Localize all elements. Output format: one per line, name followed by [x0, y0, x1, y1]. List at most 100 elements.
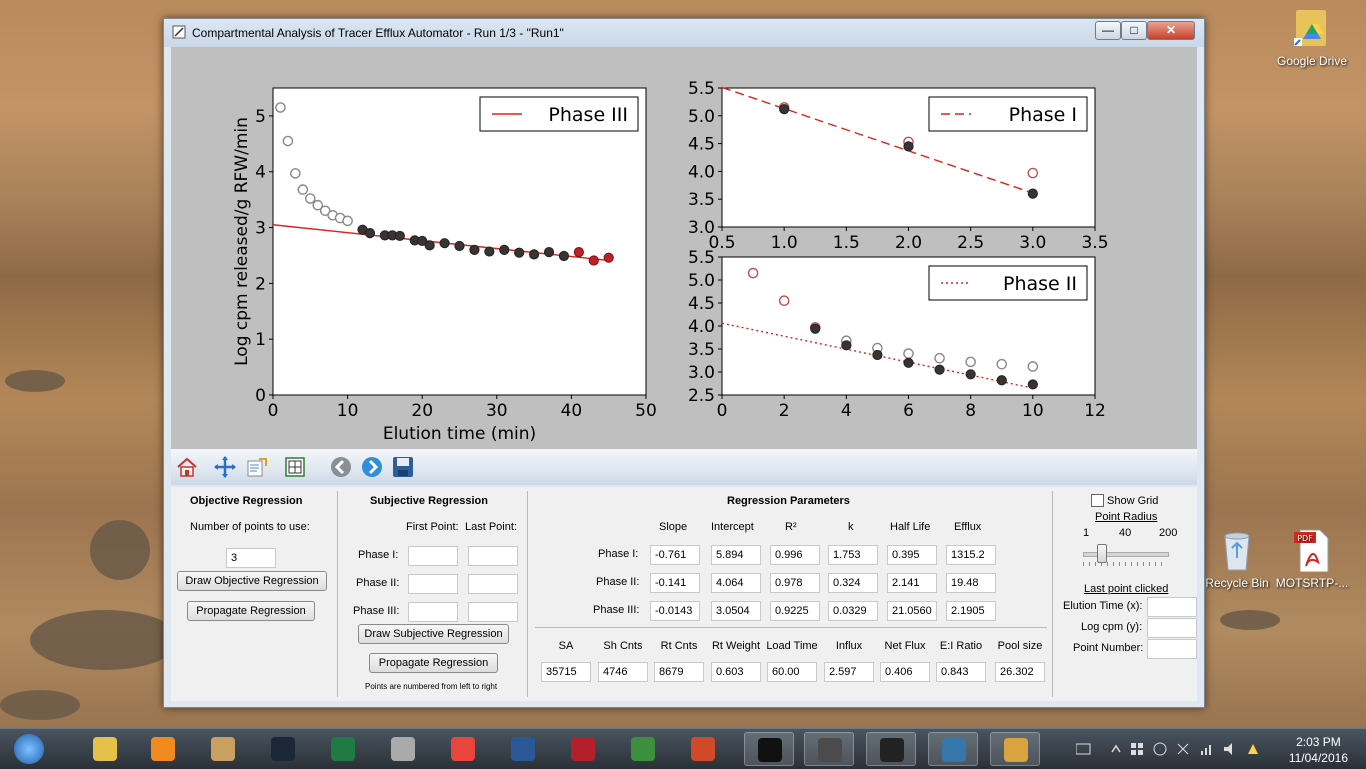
- param-row-label: Phase I:: [598, 548, 639, 560]
- back-icon[interactable]: [329, 455, 353, 479]
- stat-value[interactable]: 0.843: [936, 662, 986, 682]
- phase3-last-input[interactable]: [468, 602, 518, 622]
- data-point-excluded: [903, 348, 914, 359]
- home-icon[interactable]: [175, 455, 199, 479]
- elution-time-output[interactable]: [1147, 597, 1197, 617]
- param-value[interactable]: 21.0560: [887, 601, 937, 621]
- controls-panel: Objective Regression Number of points to…: [171, 487, 1197, 701]
- param-value[interactable]: 4.064: [711, 573, 761, 593]
- hearthstone-icon[interactable]: [198, 732, 248, 766]
- show-grid-checkbox[interactable]: [1091, 494, 1104, 507]
- vlc-icon[interactable]: [138, 732, 188, 766]
- clock[interactable]: 2:03 PM 11/04/2016: [1289, 734, 1348, 766]
- desktop-icon-recycle-bin[interactable]: Recycle Bin: [1196, 528, 1278, 590]
- stat-label: Rt Weight: [711, 640, 761, 652]
- desktop-icon-pdf[interactable]: PDF MOTSRTP-...: [1271, 528, 1353, 590]
- plot-canvas[interactable]: 0 10 20 30 40 50 0 1 2 3 4 5 Elution time (min) Log c…: [171, 47, 1197, 469]
- param-value[interactable]: 1.753: [828, 545, 878, 565]
- phase-label: Phase I:: [358, 549, 399, 561]
- stat-value[interactable]: 4746: [598, 662, 648, 682]
- stat-value[interactable]: 26.302: [995, 662, 1045, 682]
- param-value[interactable]: -0.141: [650, 573, 700, 593]
- file-explorer-icon[interactable]: [80, 732, 130, 766]
- param-value[interactable]: 0.9225: [770, 601, 820, 621]
- legend-label: Phase III: [548, 104, 628, 126]
- taskbar-glyph: [818, 738, 842, 762]
- stat-value[interactable]: 2.597: [824, 662, 874, 682]
- taskbar-glyph: [880, 738, 904, 762]
- points-to-use-input[interactable]: 3: [226, 548, 276, 568]
- stat-value[interactable]: 60.00: [767, 662, 817, 682]
- param-value[interactable]: -0.0143: [650, 601, 700, 621]
- system-tray-icons[interactable]: [1075, 741, 1276, 757]
- minimize-button[interactable]: —: [1095, 21, 1121, 40]
- param-value[interactable]: 2.1905: [946, 601, 996, 621]
- y-tick-label: 5.5: [688, 79, 715, 99]
- subjective-propagate-button[interactable]: Propagate Regression: [369, 653, 498, 673]
- col-header-r2: R²: [785, 521, 797, 533]
- save-icon[interactable]: [391, 455, 415, 479]
- slider-thumb[interactable]: [1097, 544, 1107, 563]
- phase2-first-input[interactable]: [408, 574, 458, 594]
- forward-icon[interactable]: [360, 455, 384, 479]
- param-value[interactable]: 1315.2: [946, 545, 996, 565]
- start-orb-icon[interactable]: [2, 732, 52, 766]
- chrome-icon[interactable]: [438, 732, 488, 766]
- param-value[interactable]: 19.48: [946, 573, 996, 593]
- data-point-used: [1027, 379, 1038, 390]
- point-number-output[interactable]: [1147, 639, 1197, 659]
- param-value[interactable]: 0.978: [770, 573, 820, 593]
- param-value[interactable]: 3.0504: [711, 601, 761, 621]
- param-value[interactable]: 5.894: [711, 545, 761, 565]
- draw-subjective-regression-button[interactable]: Draw Subjective Regression: [358, 624, 509, 644]
- y-tick-label: 4: [255, 163, 266, 183]
- maximize-button[interactable]: □: [1121, 21, 1147, 40]
- param-value[interactable]: 0.324: [828, 573, 878, 593]
- configure-subplots-icon[interactable]: [283, 455, 307, 479]
- stat-value[interactable]: 8679: [654, 662, 704, 682]
- phase1-last-input[interactable]: [468, 546, 518, 566]
- title-bar[interactable]: Compartmental Analysis of Tracer Efflux …: [164, 19, 1204, 47]
- param-value[interactable]: 2.141: [887, 573, 937, 593]
- log-cpm-output[interactable]: [1147, 618, 1197, 638]
- data-point-used: [1027, 188, 1038, 199]
- stat-value[interactable]: 0.406: [880, 662, 930, 682]
- col-header-slope: Slope: [659, 521, 688, 533]
- phase2-last-input[interactable]: [468, 574, 518, 594]
- stat-label: Pool size: [997, 640, 1043, 652]
- git-icon[interactable]: [678, 732, 728, 766]
- options-panel: Show Grid Point Radius 1 40 200 Last poi…: [1053, 487, 1197, 701]
- draw-objective-regression-button[interactable]: Draw Objective Regression: [177, 571, 327, 591]
- excel-icon[interactable]: [318, 732, 368, 766]
- param-value[interactable]: 0.395: [887, 545, 937, 565]
- taskbar-glyph: [691, 737, 715, 761]
- point-radius-slider[interactable]: [1083, 543, 1169, 567]
- param-value[interactable]: 0.996: [770, 545, 820, 565]
- close-button[interactable]: ✕: [1147, 21, 1195, 40]
- desktop-icon-google-drive[interactable]: Google Drive: [1271, 6, 1353, 68]
- objective-propagate-button[interactable]: Propagate Regression: [187, 601, 315, 621]
- unity-icon[interactable]: [866, 732, 916, 766]
- pan-icon[interactable]: [213, 455, 237, 479]
- paint-icon[interactable]: [990, 732, 1040, 766]
- x-tick-label: 6: [903, 401, 914, 421]
- stat-value[interactable]: 35715: [541, 662, 591, 682]
- svg-text:PDF: PDF: [1297, 534, 1313, 543]
- cmd-icon[interactable]: [744, 732, 794, 766]
- y-tick-label: 3: [255, 219, 266, 239]
- quill-icon[interactable]: [378, 732, 428, 766]
- legend-label: Phase II: [1003, 273, 1077, 295]
- zoom-icon[interactable]: [245, 455, 269, 479]
- sublime-icon[interactable]: [804, 732, 854, 766]
- phase1-first-input[interactable]: [408, 546, 458, 566]
- stat-value[interactable]: 0.603: [711, 662, 761, 682]
- python-icon[interactable]: [928, 732, 978, 766]
- network-app-icon[interactable]: [618, 732, 668, 766]
- mendeley-icon[interactable]: [558, 732, 608, 766]
- steam-icon[interactable]: [258, 732, 308, 766]
- phase3-first-input[interactable]: [408, 602, 458, 622]
- word-icon[interactable]: [498, 732, 548, 766]
- param-value[interactable]: -0.761: [650, 545, 700, 565]
- param-value[interactable]: 0.0329: [828, 601, 878, 621]
